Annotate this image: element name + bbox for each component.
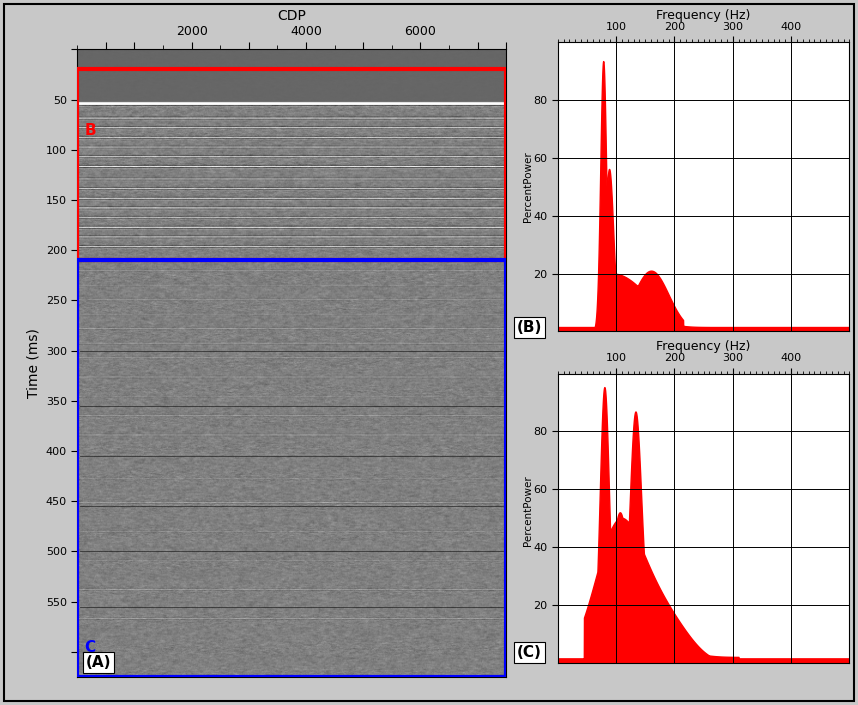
Text: (A): (A) [86,656,112,670]
Text: PercentPower: PercentPower [523,476,533,546]
Y-axis label: Time (ms): Time (ms) [26,328,40,398]
Text: B: B [85,123,96,137]
Bar [77,260,506,677]
X-axis label: CDP: CDP [277,9,306,23]
Text: C: C [85,639,96,655]
Text: PercentPower: PercentPower [523,152,533,222]
Bar [77,69,506,260]
Text: (C): (C) [517,644,541,660]
X-axis label: Frequency (Hz): Frequency (Hz) [656,341,751,353]
Text: (B): (B) [517,320,542,336]
X-axis label: Frequency (Hz): Frequency (Hz) [656,9,751,22]
